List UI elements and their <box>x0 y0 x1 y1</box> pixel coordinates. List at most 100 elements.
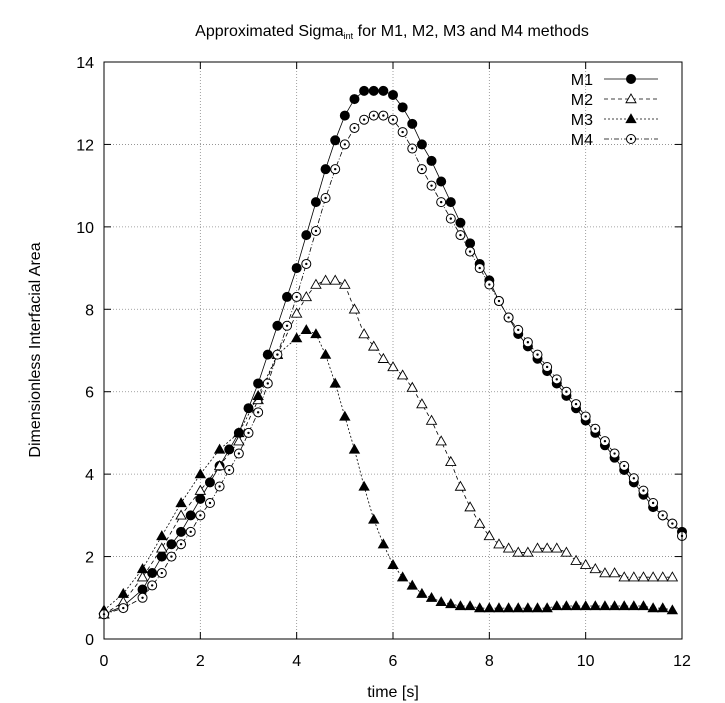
data-point-m4 <box>272 349 283 360</box>
x-tick-label: 0 <box>100 653 109 670</box>
data-point-m4 <box>118 603 129 614</box>
data-point-m4 <box>176 539 187 550</box>
y-tick-label: 6 <box>85 385 94 402</box>
data-point-m4 <box>638 485 649 496</box>
data-point-m1 <box>301 230 312 241</box>
y-tick-label: 2 <box>85 550 94 567</box>
data-point-m2 <box>493 538 505 549</box>
data-point-m2 <box>425 414 438 425</box>
data-point-m3 <box>647 602 659 613</box>
data-point-m3 <box>319 348 332 359</box>
series-layer <box>98 85 687 620</box>
data-point-m1 <box>407 118 418 129</box>
data-point-m4 <box>590 423 601 434</box>
data-point-m2 <box>522 546 534 557</box>
data-point-m4 <box>253 407 264 418</box>
data-point-m3 <box>368 513 380 524</box>
chart-title-suffix: for M1, M2, M3 and M4 methods <box>353 23 589 40</box>
data-point-m2 <box>628 571 640 582</box>
data-point-m2 <box>416 398 428 409</box>
data-point-m4 <box>416 164 427 175</box>
data-point-m3 <box>213 443 226 454</box>
data-point-m2 <box>300 291 313 302</box>
data-point-m3 <box>608 600 621 611</box>
data-point-m2 <box>656 571 669 582</box>
data-point-m1 <box>137 584 148 595</box>
data-point-m3 <box>252 390 264 400</box>
data-point-m3 <box>416 587 428 598</box>
series-m1 <box>99 85 687 620</box>
data-point-m1 <box>147 568 158 579</box>
data-point-m4 <box>455 230 466 241</box>
data-point-m3 <box>117 587 129 598</box>
data-point-m3 <box>502 602 515 613</box>
data-point-m2 <box>348 303 361 314</box>
data-point-m2 <box>560 546 573 557</box>
data-point-m4 <box>137 592 148 603</box>
data-point-m2 <box>473 517 486 528</box>
data-point-m2 <box>213 459 226 471</box>
data-point-m1 <box>397 102 408 113</box>
data-point-m4 <box>532 349 543 360</box>
data-point-m1 <box>330 135 341 146</box>
data-point-m1 <box>272 320 283 331</box>
data-point-m4 <box>561 386 572 397</box>
data-point-m3 <box>136 563 149 574</box>
data-point-m4 <box>426 180 437 191</box>
data-point-m4 <box>195 510 206 521</box>
y-tick-label: 8 <box>85 302 94 319</box>
data-point-m1 <box>166 539 177 550</box>
data-point-m1 <box>320 164 331 175</box>
x-tick-label: 10 <box>577 653 595 670</box>
data-point-m4 <box>667 518 678 529</box>
data-point-m2 <box>319 274 332 285</box>
data-point-m2 <box>290 307 303 318</box>
chart-title: Approximated Sigmaint for M1, M2, M3 and… <box>195 23 589 41</box>
series-m2 <box>98 274 679 619</box>
data-point-m2 <box>233 435 245 446</box>
data-point-m4 <box>339 139 350 150</box>
data-point-m2 <box>136 571 149 582</box>
x-tick-label: 4 <box>292 653 301 670</box>
data-point-m2 <box>367 340 380 351</box>
data-point-m1 <box>426 155 437 166</box>
data-point-m3 <box>637 600 650 611</box>
data-point-m3 <box>396 571 409 582</box>
legend-marker <box>626 134 636 144</box>
data-point-m3 <box>358 480 370 491</box>
data-point-m4 <box>147 580 158 591</box>
legend-marker <box>626 74 636 84</box>
data-point-m1 <box>378 85 389 96</box>
chart-title-main: Approximated Sigma <box>195 23 344 40</box>
data-point-m4 <box>503 312 514 323</box>
data-point-m3 <box>387 559 399 569</box>
data-point-m2 <box>377 352 390 363</box>
data-point-m2 <box>329 274 341 285</box>
data-point-m4 <box>185 526 196 537</box>
legend-label: M3 <box>571 112 593 129</box>
data-point-m3 <box>454 600 467 611</box>
data-point-m4 <box>378 110 389 121</box>
data-point-m2 <box>599 567 611 578</box>
data-point-m4 <box>599 436 610 447</box>
data-point-m2 <box>358 328 370 339</box>
data-point-m2 <box>579 558 592 570</box>
data-point-m4 <box>436 197 447 208</box>
series-line-m3 <box>103 329 673 611</box>
data-point-m4 <box>224 465 235 476</box>
data-point-m4 <box>465 246 476 257</box>
data-point-m4 <box>310 225 321 236</box>
data-point-m4 <box>166 551 177 562</box>
y-axis-label: Dimensionless Interfacial Area <box>27 242 44 457</box>
data-point-m3 <box>531 602 544 613</box>
data-point-m1 <box>282 291 293 302</box>
data-point-m2 <box>175 509 187 520</box>
y-tick-label: 4 <box>85 467 94 484</box>
legend-item-m4: M4 <box>571 132 658 149</box>
data-point-m3 <box>618 600 630 611</box>
data-point-m1 <box>176 526 187 537</box>
data-point-m2 <box>666 571 679 582</box>
data-point-m2 <box>339 278 351 289</box>
data-point-m3 <box>474 602 486 613</box>
